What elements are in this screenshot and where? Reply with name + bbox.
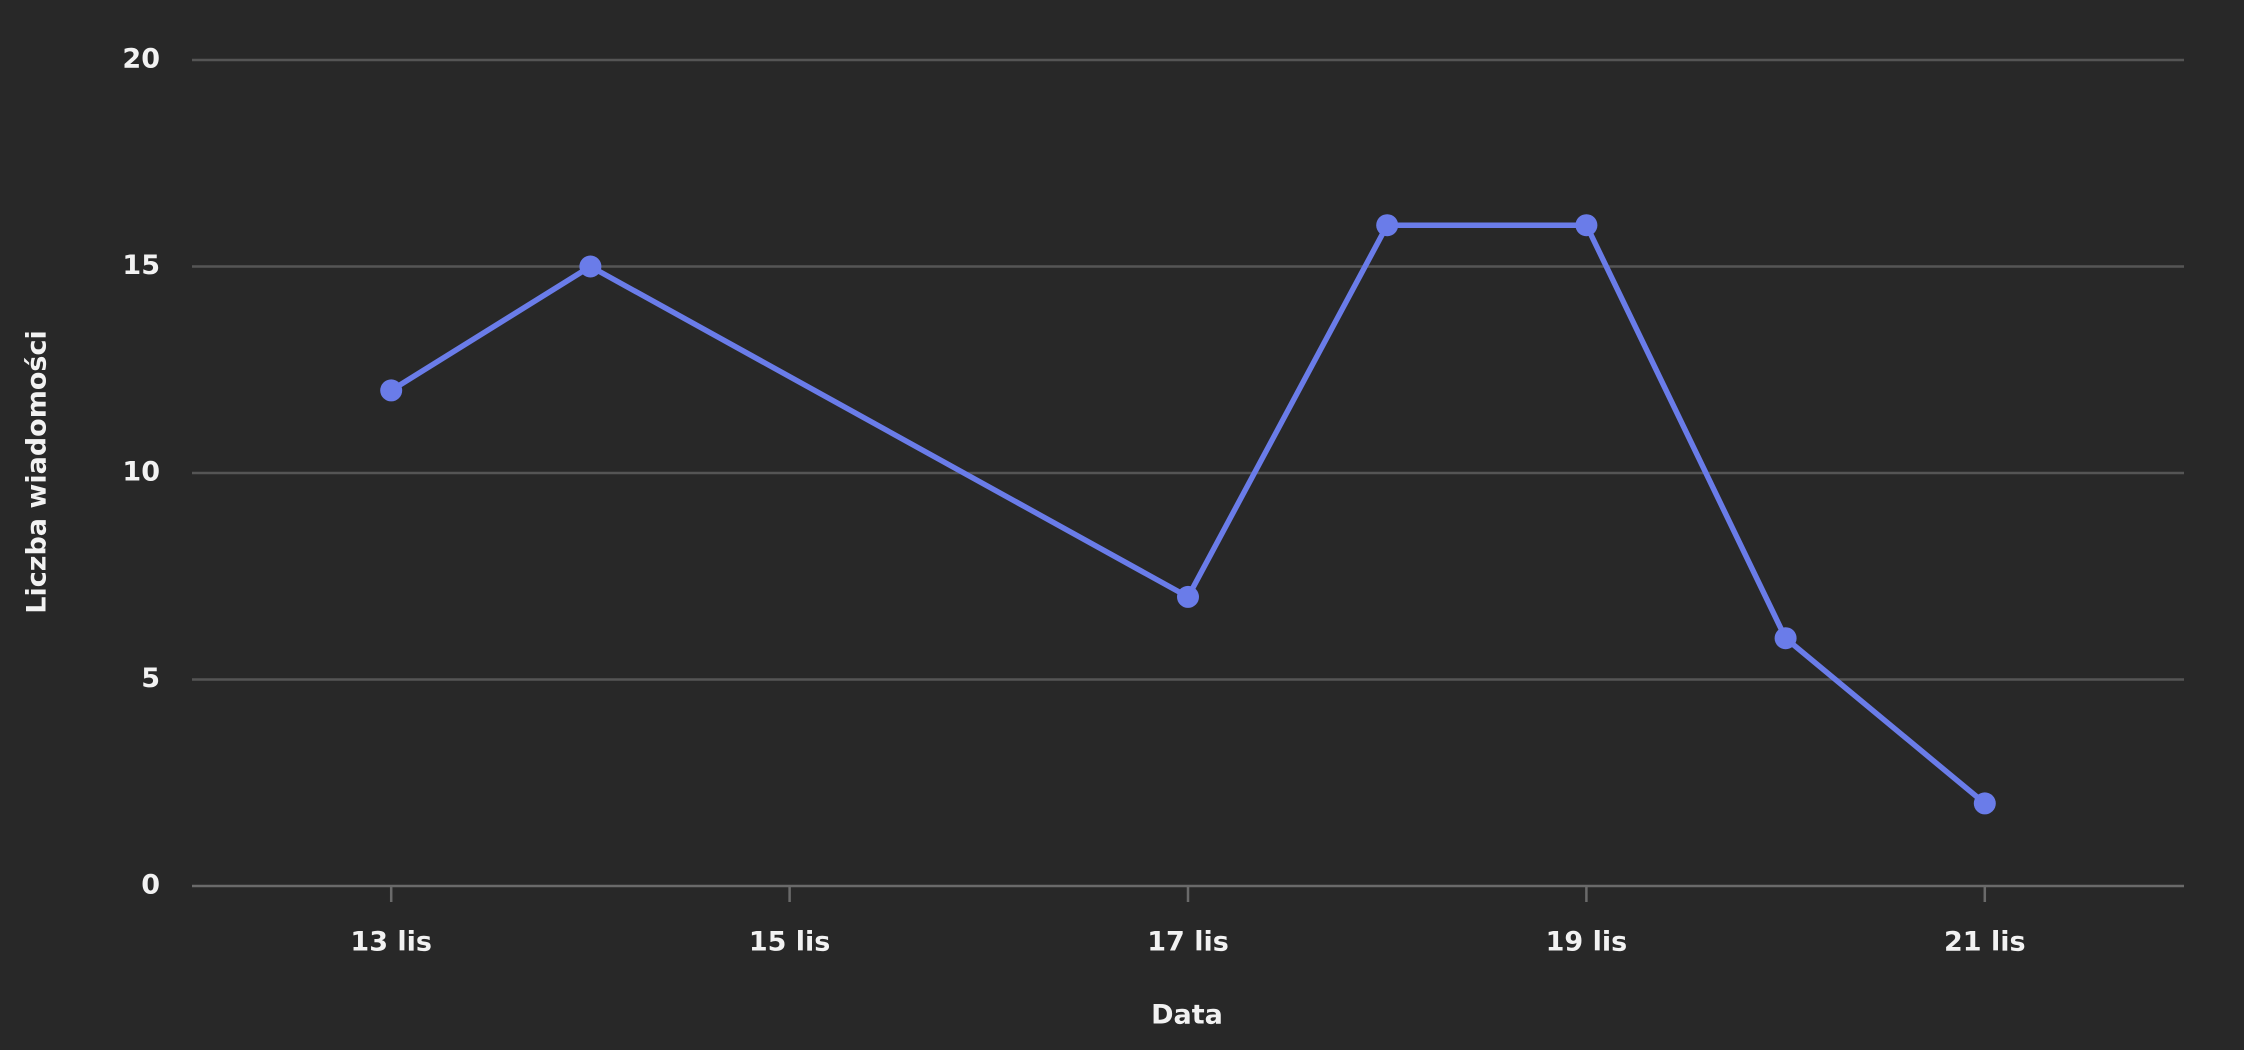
x-tick-label: 19 lis [1546,927,1628,958]
y-tick-label: 10 [122,457,160,488]
point [579,255,602,278]
y-tick-label: 15 [122,250,160,281]
x-tick-label: 17 lis [1147,927,1229,958]
point [1774,627,1797,650]
x-tick-label: 13 lis [350,927,432,958]
point [1575,214,1598,237]
x-tick-label: 21 lis [1944,927,2026,958]
y-tick-label: 20 [122,44,160,75]
y-tick-label: 0 [141,870,160,901]
y-axis-label: Liczba wiadomości [22,330,53,613]
point [1177,585,1199,608]
x-tick-label: 15 lis [749,927,831,958]
point [1973,792,1996,815]
x-axis-label: Data [1151,1000,1223,1031]
point [1376,214,1399,237]
y-tick-label: 5 [141,663,160,694]
point [380,379,403,402]
